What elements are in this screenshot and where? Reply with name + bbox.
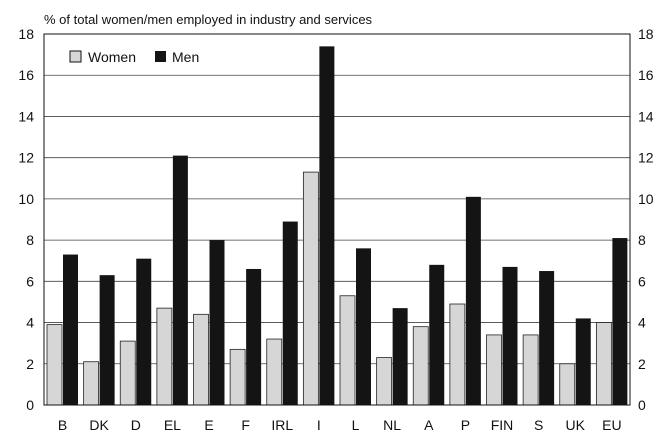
bar-women-b [46,324,63,406]
x-category-label: EU [602,417,621,433]
x-category-label: P [461,417,470,433]
x-axis-categories: B DK D EL E F IRL I L NL A P FIN S UK EU [58,417,622,433]
bar-men-irl [282,221,298,405]
x-category-label: D [131,417,141,433]
legend-swatch-men [155,51,166,62]
y-tick-label-right: 12 [638,150,654,166]
y-tick-label-left: 0 [26,397,34,413]
legend-label-men: Men [172,49,199,65]
x-category-label: S [534,417,543,433]
bar-men-dk [99,275,115,405]
bar-men-el [172,155,188,405]
legend-label-women: Women [88,49,136,65]
x-category-label: B [58,417,67,433]
x-category-label: UK [566,417,586,433]
bar-women-e [193,313,209,406]
y-tick-label-left: 10 [18,191,34,207]
x-category-label: NL [383,417,401,433]
y-tick-label-right: 0 [638,397,646,413]
bar-men-p [465,196,481,405]
y-tick-label-right: 14 [638,108,654,124]
y-tick-label-left: 8 [26,232,34,248]
bar-men-eu [612,238,628,405]
x-category-label: I [317,417,321,433]
bar-women-p [449,303,466,406]
legend-swatch-women [69,50,82,63]
bar-men-f [246,268,262,405]
x-category-label: EL [164,417,181,433]
bar-women-d [119,340,136,406]
y-tick-label-right: 8 [638,232,646,248]
bar-women-irl [266,338,283,406]
y-tick-label-right: 18 [638,26,654,42]
legend: Women Men [69,49,199,65]
bar-women-dk [83,361,100,406]
chart-subtitle: % of total women/men employed in industr… [44,12,373,27]
bar-men-nl [392,308,408,405]
y-tick-label-left: 2 [26,356,34,372]
y-tick-label-right: 16 [638,67,654,83]
x-category-label: F [241,417,250,433]
bar-men-e [209,240,225,405]
y-tick-label-left: 4 [26,315,34,331]
y-tick-label-left: 12 [18,150,34,166]
bar-women-uk [559,363,576,406]
bar-women-eu [595,322,612,406]
bar-women-nl [376,357,393,406]
bar-women-f [229,348,246,406]
x-category-label: A [424,417,434,433]
x-category-label: E [204,417,213,433]
bar-women-a [412,326,429,406]
bar-women-i [302,171,319,406]
bar-men-i [319,46,335,405]
y-tick-label-right: 6 [638,273,646,289]
bar-men-l [356,248,371,405]
x-category-label: FIN [491,417,514,433]
x-category-label: L [352,417,360,433]
bar-men-uk [575,318,591,405]
y-tick-label-left: 14 [18,108,34,124]
bar-men-s [539,271,555,405]
bar-men-fin [502,266,518,405]
bars [46,46,628,406]
bar-men-b [63,254,78,405]
y-tick-label-right: 4 [638,315,646,331]
bar-men-a [429,264,445,405]
x-category-label: DK [89,417,109,433]
y-tick-label-right: 2 [638,356,646,372]
bar-women-l [339,295,356,406]
plot-frame [43,33,631,406]
bar-women-el [156,307,173,406]
y-tick-label-left: 18 [18,26,34,42]
left-y-axis: 0 2 4 6 8 10 12 14 16 18 [18,26,34,413]
x-category-label: IRL [271,417,293,433]
y-tick-label-left: 6 [26,273,34,289]
bar-women-fin [486,334,502,406]
y-tick-label-right: 10 [638,191,654,207]
bar-women-s [522,334,539,406]
bar-men-d [136,258,152,405]
y-tick-label-left: 16 [18,67,34,83]
right-y-axis: 0 2 4 6 8 10 12 14 16 18 [638,26,654,413]
